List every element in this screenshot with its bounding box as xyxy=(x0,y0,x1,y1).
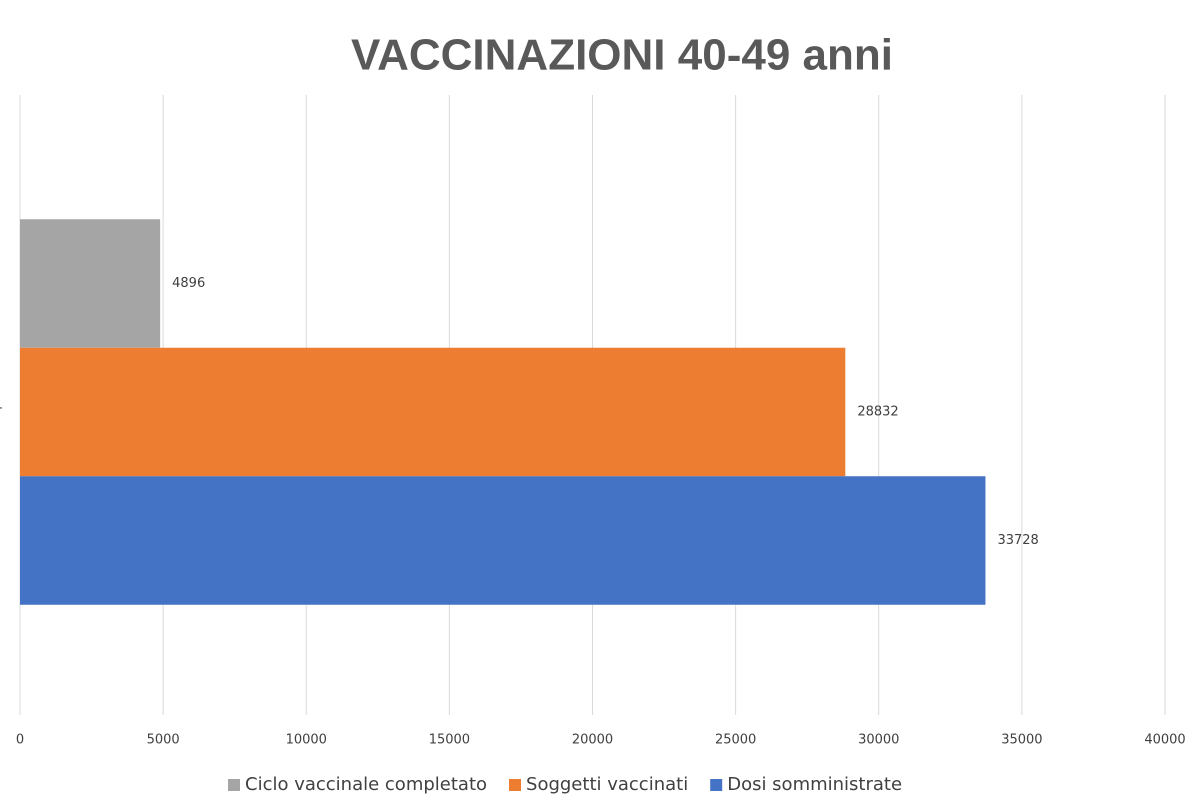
legend-swatch xyxy=(228,779,240,791)
y-tick-label: 1 xyxy=(0,398,3,413)
x-tick-label: 40000 xyxy=(1144,733,1185,748)
bar xyxy=(20,219,161,348)
x-tick-label: 20000 xyxy=(572,733,613,748)
x-tick-label: 5000 xyxy=(147,733,180,748)
x-tick-label: 35000 xyxy=(1001,733,1042,748)
legend-swatch xyxy=(509,779,522,791)
legend-label: Ciclo vaccinale completato xyxy=(245,774,487,795)
data-label: 28832 xyxy=(857,405,898,420)
bar xyxy=(20,476,986,605)
x-tick-label: 10000 xyxy=(286,733,327,748)
x-tick-label: 15000 xyxy=(429,733,470,748)
data-label: 4896 xyxy=(172,276,205,291)
legend-swatch xyxy=(710,779,723,791)
x-tick-label: 25000 xyxy=(715,733,756,748)
bar xyxy=(20,347,846,477)
data-label: 33728 xyxy=(997,533,1038,548)
chart-title: VACCINAZIONI 40-49 anni xyxy=(351,31,893,80)
x-tick-label: 0 xyxy=(16,733,24,748)
legend-label: Soggetti vaccinati xyxy=(526,774,688,795)
x-tick-label: 30000 xyxy=(858,733,899,748)
legend-label: Dosi somministrate xyxy=(727,774,902,795)
